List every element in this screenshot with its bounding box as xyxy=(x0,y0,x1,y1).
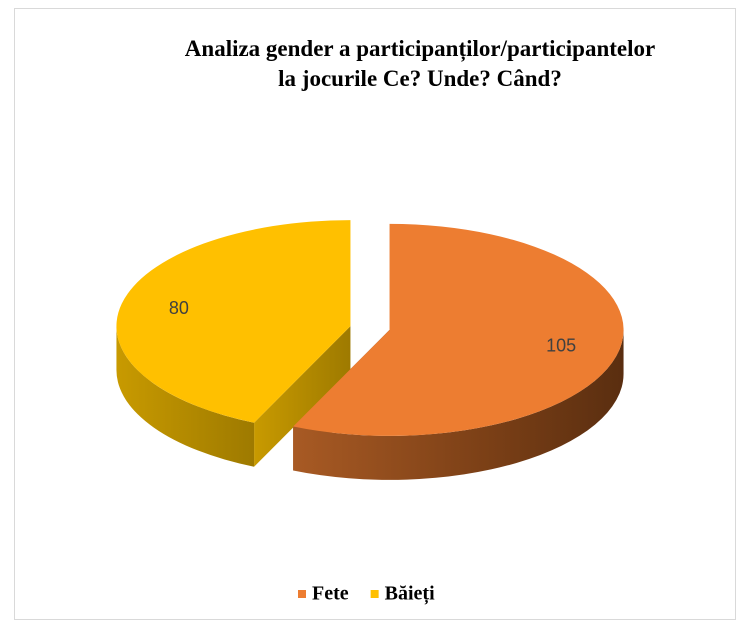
slice xyxy=(293,223,624,436)
slice-side xyxy=(293,329,624,480)
legend: Fete Băieți xyxy=(298,583,435,606)
slice xyxy=(116,220,351,423)
legend-label: Fete xyxy=(312,583,349,605)
slice-cut-face xyxy=(254,326,351,467)
chart-frame xyxy=(14,8,736,620)
data-label: 80 xyxy=(169,298,189,318)
slice-side xyxy=(116,326,255,467)
legend-swatch xyxy=(298,590,306,598)
data-label: 105 xyxy=(546,335,576,355)
chart-title: Analiza gender a participanților/partici… xyxy=(184,36,656,91)
legend-label: Băieți xyxy=(385,583,435,606)
legend-swatch xyxy=(370,590,379,598)
